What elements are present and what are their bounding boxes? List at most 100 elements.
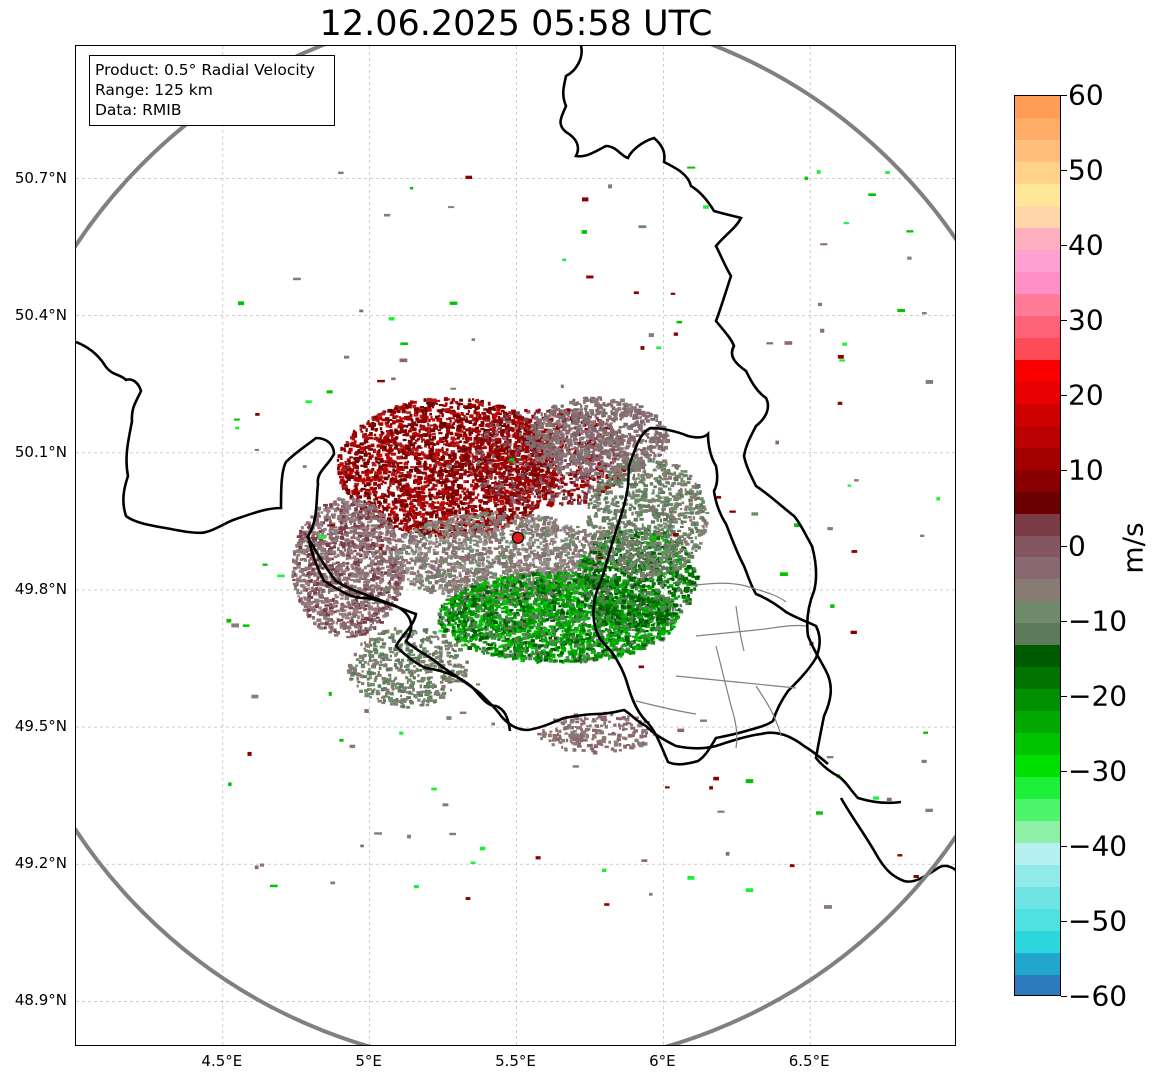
velocity-echo-pixel [303,597,309,601]
velocity-echo-pixel [463,404,466,408]
velocity-echo-pixel [391,452,396,456]
velocity-echo-pixel [357,564,360,567]
velocity-echo-pixel [480,443,484,446]
velocity-echo-pixel [439,481,444,484]
velocity-echo-pixel [360,430,364,433]
velocity-echo-pixel [439,421,443,425]
velocity-echo-pixel [341,593,344,597]
velocity-echo-pixel [506,440,510,444]
velocity-echo-pixel [413,480,416,484]
velocity-echo-pixel [537,486,541,490]
velocity-echo-pixel [445,434,449,438]
velocity-echo-pixel [391,435,394,440]
velocity-echo-pixel [551,484,556,489]
radar-map[interactable] [75,45,956,1046]
velocity-echo-pixel [364,588,369,591]
velocity-echo-pixel [398,416,402,419]
velocity-echo-pixel [420,515,425,518]
velocity-echo-pixel [512,411,516,415]
velocity-echo-pixel [505,498,511,502]
velocity-echo-pixel [408,518,411,521]
velocity-echo-pixel [472,519,475,524]
velocity-echo-pixel [480,487,486,492]
velocity-echo-pixel [474,505,478,508]
velocity-echo-pixel [426,512,430,516]
velocity-echo-pixel [463,470,467,475]
velocity-echo-pixel [450,458,453,462]
velocity-echo-pixel [476,411,480,416]
velocity-echo-pixel [385,442,388,446]
velocity-echo-pixel [341,466,347,471]
velocity-echo-pixel [480,421,485,425]
velocity-echo-pixel [341,447,346,451]
velocity-echo-pixel [389,429,393,433]
velocity-echo-pixel [360,629,365,633]
velocity-echo-pixel [363,555,367,560]
velocity-echo-pixel [320,590,326,593]
velocity-echo-pixel [366,524,370,527]
velocity-echo-pixel [506,517,510,521]
velocity-echo-pixel [462,445,467,448]
velocity-echo-pixel [389,608,393,611]
velocity-echo-pixel [369,436,374,440]
velocity-echo-pixel [504,492,507,497]
velocity-echo-pixel [459,421,463,424]
velocity-echo-pixel [385,423,389,428]
velocity-echo-pixel [486,441,491,444]
velocity-echo-pixel [435,448,440,452]
velocity-echo-pixel [409,435,413,438]
velocity-echo-pixel [528,486,532,489]
velocity-echo-pixel [377,413,382,417]
velocity-echo-pixel [486,459,491,462]
velocity-echo-pixel [548,501,554,506]
velocity-echo-pixel [419,461,422,465]
velocity-echo-pixel [306,549,310,552]
velocity-echo-pixel [395,462,400,465]
velocity-echo-pixel [423,466,428,471]
velocity-echo-pixel [530,504,535,508]
velocity-echo-pixel [395,475,398,479]
velocity-echo-pixel [458,511,461,514]
velocity-echo-pixel [423,501,427,504]
velocity-echo-pixel [430,428,436,433]
velocity-echo-pixel [510,492,516,496]
velocity-echo-pixel [413,400,417,404]
velocity-echo-pixel [382,551,387,556]
velocity-echo-pixel [459,440,462,443]
velocity-echo-pixel [430,469,435,474]
velocity-echo-pixel [406,425,409,428]
velocity-echo-pixel [320,582,325,587]
velocity-echo-pixel [513,477,517,480]
velocity-echo-pixel [489,427,493,432]
velocity-echo-pixel [386,464,391,468]
velocity-echo-pixel [366,468,369,471]
velocity-echo-pixel [333,500,337,504]
velocity-echo-pixel [400,505,406,508]
velocity-echo-pixel [540,490,546,493]
velocity-echo-pixel [431,531,435,534]
velocity-echo-pixel [346,554,351,557]
velocity-echo-pixel [467,505,473,508]
velocity-echo-pixel [449,461,452,466]
velocity-echo-pixel [316,576,319,581]
velocity-echo-pixel [338,613,342,616]
velocity-echo-pixel [495,465,498,469]
velocity-echo-pixel [408,507,412,511]
velocity-echo-pixel [533,495,536,498]
velocity-echo-pixel [355,492,360,497]
velocity-echo-pixel [522,418,527,422]
velocity-echo-pixel [549,477,555,482]
velocity-echo-pixel [490,450,496,454]
velocity-echo-pixel [505,415,509,419]
velocity-echo-pixel [357,490,360,494]
velocity-echo-pixel [365,543,371,547]
velocity-echo-pixel [461,490,465,493]
velocity-echo-pixel [445,425,451,430]
velocity-echo-pixel [318,541,322,546]
velocity-echo-pixel [364,472,370,477]
velocity-echo-pixel [368,455,372,459]
velocity-echo-pixel [358,495,363,499]
velocity-echo-pixel [512,433,516,436]
velocity-echo-pixel [377,419,380,423]
velocity-echo-pixel [541,481,546,485]
